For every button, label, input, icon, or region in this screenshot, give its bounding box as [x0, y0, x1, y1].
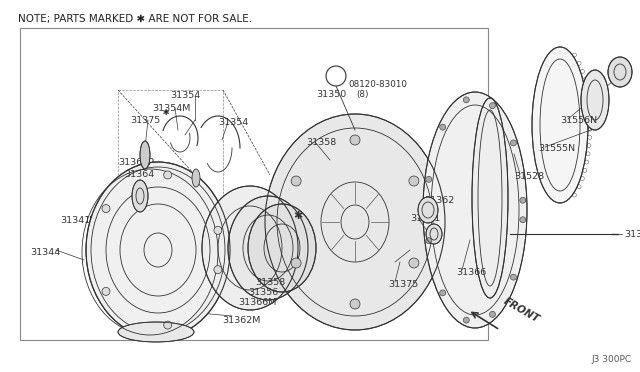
- Text: 31344: 31344: [30, 248, 60, 257]
- Text: 31364: 31364: [124, 170, 154, 179]
- Text: ✱: ✱: [293, 211, 303, 221]
- Text: 31362: 31362: [424, 196, 454, 205]
- Text: 31340: 31340: [624, 230, 640, 239]
- Circle shape: [409, 258, 419, 268]
- Text: 31358: 31358: [255, 278, 285, 287]
- Text: FRONT: FRONT: [502, 296, 541, 325]
- Text: 31528: 31528: [514, 172, 544, 181]
- Text: 31341: 31341: [60, 216, 90, 225]
- Ellipse shape: [202, 186, 298, 310]
- Ellipse shape: [140, 141, 150, 169]
- Ellipse shape: [132, 180, 148, 212]
- Text: 31350: 31350: [316, 90, 346, 99]
- Ellipse shape: [248, 204, 316, 292]
- Circle shape: [214, 226, 222, 234]
- Text: 31555N: 31555N: [538, 144, 575, 153]
- Text: 31366M: 31366M: [238, 298, 276, 307]
- Circle shape: [409, 176, 419, 186]
- Ellipse shape: [423, 92, 527, 328]
- Circle shape: [440, 124, 445, 130]
- Ellipse shape: [532, 47, 588, 203]
- Circle shape: [511, 274, 516, 280]
- Text: 31366: 31366: [456, 268, 486, 277]
- Text: 31556N: 31556N: [560, 116, 597, 125]
- Circle shape: [511, 140, 516, 146]
- Ellipse shape: [418, 197, 438, 223]
- Circle shape: [463, 97, 469, 103]
- Ellipse shape: [265, 114, 445, 330]
- Bar: [118, 90, 223, 230]
- Text: 31375: 31375: [388, 280, 419, 289]
- Circle shape: [440, 290, 445, 296]
- Text: NOTE; PARTS MARKED ✱ ARE NOT FOR SALE.: NOTE; PARTS MARKED ✱ ARE NOT FOR SALE.: [18, 14, 252, 24]
- Circle shape: [291, 258, 301, 268]
- Text: ✱: ✱: [160, 108, 170, 117]
- Text: (8): (8): [356, 90, 369, 99]
- Ellipse shape: [192, 169, 200, 187]
- Circle shape: [214, 266, 222, 274]
- Circle shape: [102, 205, 110, 213]
- Circle shape: [426, 238, 432, 244]
- Text: 31365P: 31365P: [118, 158, 154, 167]
- Ellipse shape: [228, 196, 308, 300]
- Ellipse shape: [426, 224, 442, 244]
- Ellipse shape: [472, 98, 508, 298]
- Ellipse shape: [608, 57, 632, 87]
- Circle shape: [102, 288, 110, 295]
- Text: B: B: [332, 71, 340, 81]
- Text: 31361: 31361: [410, 214, 440, 223]
- Text: 31356: 31356: [248, 288, 278, 297]
- Circle shape: [350, 299, 360, 309]
- Bar: [20, 28, 488, 340]
- Circle shape: [520, 197, 526, 203]
- Circle shape: [164, 171, 172, 179]
- Text: 31354: 31354: [170, 91, 200, 100]
- Text: J3 300PC: J3 300PC: [592, 355, 632, 364]
- Text: 31354M: 31354M: [152, 104, 190, 113]
- Text: 31354: 31354: [218, 118, 248, 127]
- Circle shape: [350, 135, 360, 145]
- Circle shape: [426, 176, 432, 182]
- Ellipse shape: [118, 322, 194, 342]
- Circle shape: [326, 66, 346, 86]
- Text: 31375: 31375: [130, 116, 160, 125]
- Ellipse shape: [86, 162, 230, 338]
- Ellipse shape: [581, 70, 609, 130]
- Circle shape: [463, 317, 469, 323]
- Text: 08120-83010: 08120-83010: [348, 80, 407, 89]
- Circle shape: [520, 217, 526, 223]
- Text: 31358: 31358: [306, 138, 336, 147]
- Circle shape: [490, 311, 495, 317]
- Text: 31362M: 31362M: [222, 316, 260, 325]
- Circle shape: [164, 321, 172, 329]
- Circle shape: [291, 176, 301, 186]
- Circle shape: [490, 103, 495, 109]
